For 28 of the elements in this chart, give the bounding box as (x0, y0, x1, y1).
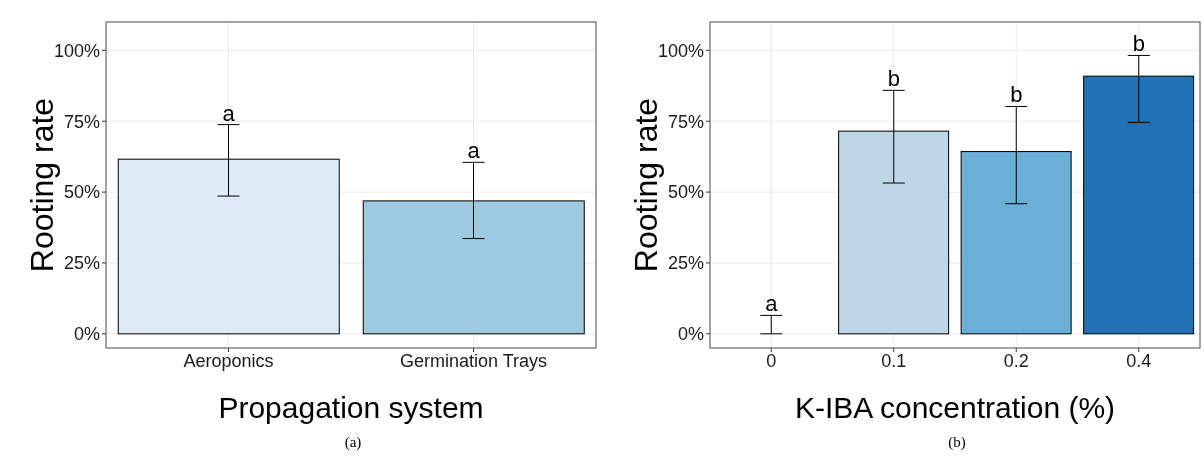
x-tick-label: Germination Trays (399, 350, 548, 371)
x-tick-label: 0.4 (1126, 350, 1152, 371)
x-tick-label: 0.2 (1003, 350, 1029, 371)
text: (a) (343, 434, 363, 451)
text: (b) (947, 434, 967, 451)
y-tick-label: 100% (53, 40, 100, 61)
y-tick-label: 25% (63, 253, 100, 274)
annotation: a (467, 138, 481, 164)
y-tick-label: 50% (63, 182, 100, 203)
y-tick-label: 0% (677, 324, 704, 345)
y-tick-label: 25% (667, 253, 704, 274)
annotation: b (887, 66, 900, 92)
x-tick-label: 0.1 (881, 350, 907, 371)
y-tick-label: 75% (667, 111, 704, 132)
y-axis-title: Rooting rate (24, 97, 61, 273)
x-axis-title: Propagation system (218, 391, 484, 424)
y-axis-title: Rooting rate (628, 97, 665, 273)
annotation: a (765, 291, 779, 317)
annotation: b (1132, 31, 1145, 57)
x-tick-label: 0 (766, 350, 777, 371)
y-tick-label: 0% (73, 324, 100, 345)
y-tick-label: 100% (657, 40, 704, 61)
y-tick-label: 50% (667, 182, 704, 203)
y-tick-label: 75% (63, 111, 100, 132)
x-axis-title: K-IBA concentration (%) (794, 391, 1116, 424)
x-tick-label: Aeroponics (183, 350, 274, 371)
annotation: a (222, 100, 236, 126)
annotation: b (1010, 82, 1023, 108)
